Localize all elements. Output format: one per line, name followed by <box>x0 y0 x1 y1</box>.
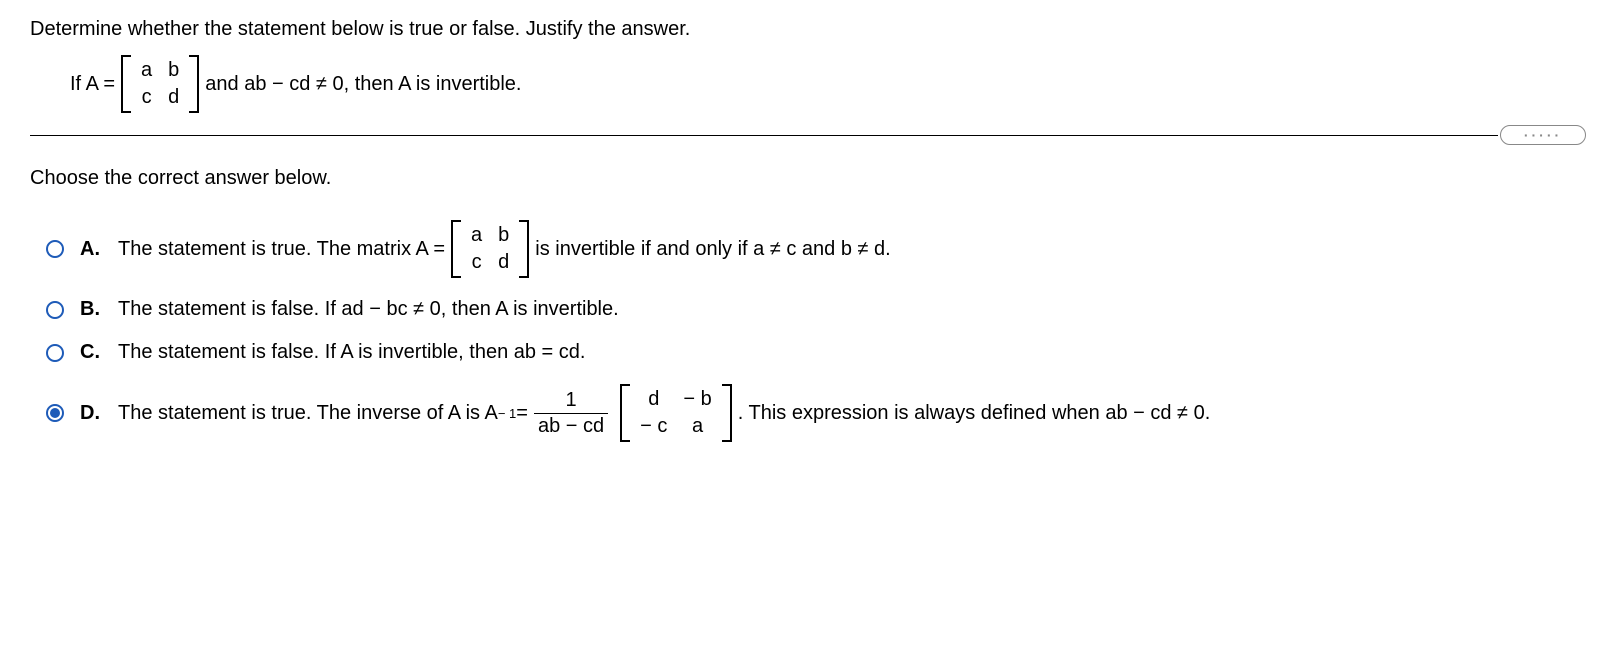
radio-b[interactable] <box>46 301 64 319</box>
text: The statement is false. If ad − bc ≠ 0, … <box>118 298 619 321</box>
m-cell: d <box>490 249 517 276</box>
equals: = <box>516 402 528 425</box>
text: The statement is true. The inverse of A … <box>118 402 498 425</box>
text: The statement is false. If A is invertib… <box>118 341 585 364</box>
m-cell: b <box>160 57 187 84</box>
exponent: − 1 <box>498 406 516 421</box>
numerator: 1 <box>561 389 580 413</box>
radio-c[interactable] <box>46 344 64 362</box>
divider: ····· <box>30 125 1586 145</box>
text: The statement is true. The matrix A = <box>118 238 445 261</box>
m-cell: − b <box>675 386 719 413</box>
option-d[interactable]: D. The statement is true. The inverse of… <box>46 384 1586 442</box>
option-letter: B. <box>80 298 102 321</box>
options: A. The statement is true. The matrix A =… <box>46 220 1586 442</box>
prompt: Choose the correct answer below. <box>30 167 1586 190</box>
denominator: ab − cd <box>534 413 608 438</box>
bracket-right <box>519 220 529 278</box>
option-d-content: The statement is true. The inverse of A … <box>118 384 1210 442</box>
statement-suffix: and ab − cd ≠ 0, then A is invertible. <box>205 73 521 96</box>
option-a-content: The statement is true. The matrix A = ab… <box>118 220 891 278</box>
divider-line <box>30 135 1498 136</box>
option-b[interactable]: B. The statement is false. If ad − bc ≠ … <box>46 298 1586 321</box>
option-d-matrix: d− b − ca <box>620 384 732 442</box>
bracket-right <box>722 384 732 442</box>
statement: If A = ab cd and ab − cd ≠ 0, then A is … <box>70 55 1586 113</box>
m-cell: a <box>675 413 719 440</box>
option-b-content: The statement is false. If ad − bc ≠ 0, … <box>118 298 619 321</box>
option-a-matrix: ab cd <box>451 220 529 278</box>
fraction: 1 ab − cd <box>534 389 608 438</box>
option-c-content: The statement is false. If A is invertib… <box>118 341 585 364</box>
statement-matrix: ab cd <box>121 55 199 113</box>
m-cell: d <box>632 386 675 413</box>
radio-a[interactable] <box>46 240 64 258</box>
radio-d[interactable] <box>46 404 64 422</box>
m-cell: d <box>160 84 187 111</box>
bracket-left <box>451 220 461 278</box>
m-cell: a <box>133 57 160 84</box>
m-cell: b <box>490 222 517 249</box>
question-text: Determine whether the statement below is… <box>30 18 1586 41</box>
bracket-left <box>121 55 131 113</box>
m-cell: c <box>463 249 490 276</box>
m-cell: − c <box>632 413 675 440</box>
option-a[interactable]: A. The statement is true. The matrix A =… <box>46 220 1586 278</box>
m-cell: c <box>133 84 160 111</box>
option-letter: C. <box>80 341 102 364</box>
expand-handle[interactable]: ····· <box>1500 125 1586 145</box>
bracket-right <box>189 55 199 113</box>
bracket-left <box>620 384 630 442</box>
option-letter: A. <box>80 238 102 261</box>
option-c[interactable]: C. The statement is false. If A is inver… <box>46 341 1586 364</box>
m-cell: a <box>463 222 490 249</box>
text: . This expression is always defined when… <box>738 402 1211 425</box>
statement-prefix: If A = <box>70 73 115 96</box>
option-letter: D. <box>80 402 102 425</box>
text: is invertible if and only if a ≠ c and b… <box>535 238 890 261</box>
